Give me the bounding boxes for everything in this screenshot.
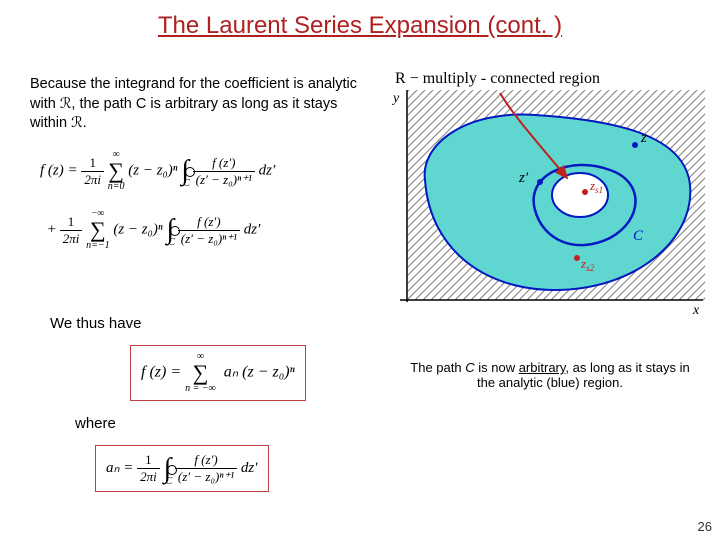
label-zprime: z′: [518, 170, 529, 186]
contour-integral-icon: ∫C: [166, 214, 174, 246]
intro-paragraph: Because the integrand for the coefficien…: [30, 75, 360, 134]
formula-laurent-compact: f (z) = ∞∑n = −∞ aₙ (z − z₀)ⁿ: [130, 345, 306, 401]
where-label: where: [75, 415, 116, 432]
point-zs1: [582, 189, 588, 195]
formula-series-split: f (z) = 12πi ∞∑n=0 (z − z₀)ⁿ ∫C f (z′)(z…: [40, 150, 275, 251]
point-z: [632, 142, 638, 148]
f1-lhs: f (z) =: [40, 162, 78, 178]
contour-integral-icon: ∫C: [181, 155, 189, 187]
slide-title: The Laurent Series Expansion (cont. ): [0, 0, 720, 40]
we-thus-text: We thus have: [50, 315, 141, 332]
formula-coefficient: aₙ = 12πi ∫C f (z′)(z′ − z₀)ⁿ⁺¹ dz′: [95, 445, 269, 492]
diagram-caption: The path C is now arbitrary, as long as …: [400, 360, 700, 390]
hole-region: [552, 173, 608, 217]
point-zs2: [574, 255, 580, 261]
point-zprime: [537, 179, 543, 185]
region-diagram: y x C z z′ zs1 zs2: [385, 90, 705, 315]
axis-y-label: y: [391, 91, 400, 106]
contour-c-label: C: [633, 228, 644, 244]
axis-x-label: x: [692, 303, 700, 315]
page-number: 26: [698, 519, 712, 534]
f3-lhs: aₙ =: [106, 460, 133, 476]
contour-integral-icon: ∫C: [163, 453, 171, 485]
region-label: R − multiply - connected region: [395, 70, 600, 88]
f2-lhs: f (z) =: [141, 364, 181, 381]
label-z: z: [640, 130, 647, 146]
